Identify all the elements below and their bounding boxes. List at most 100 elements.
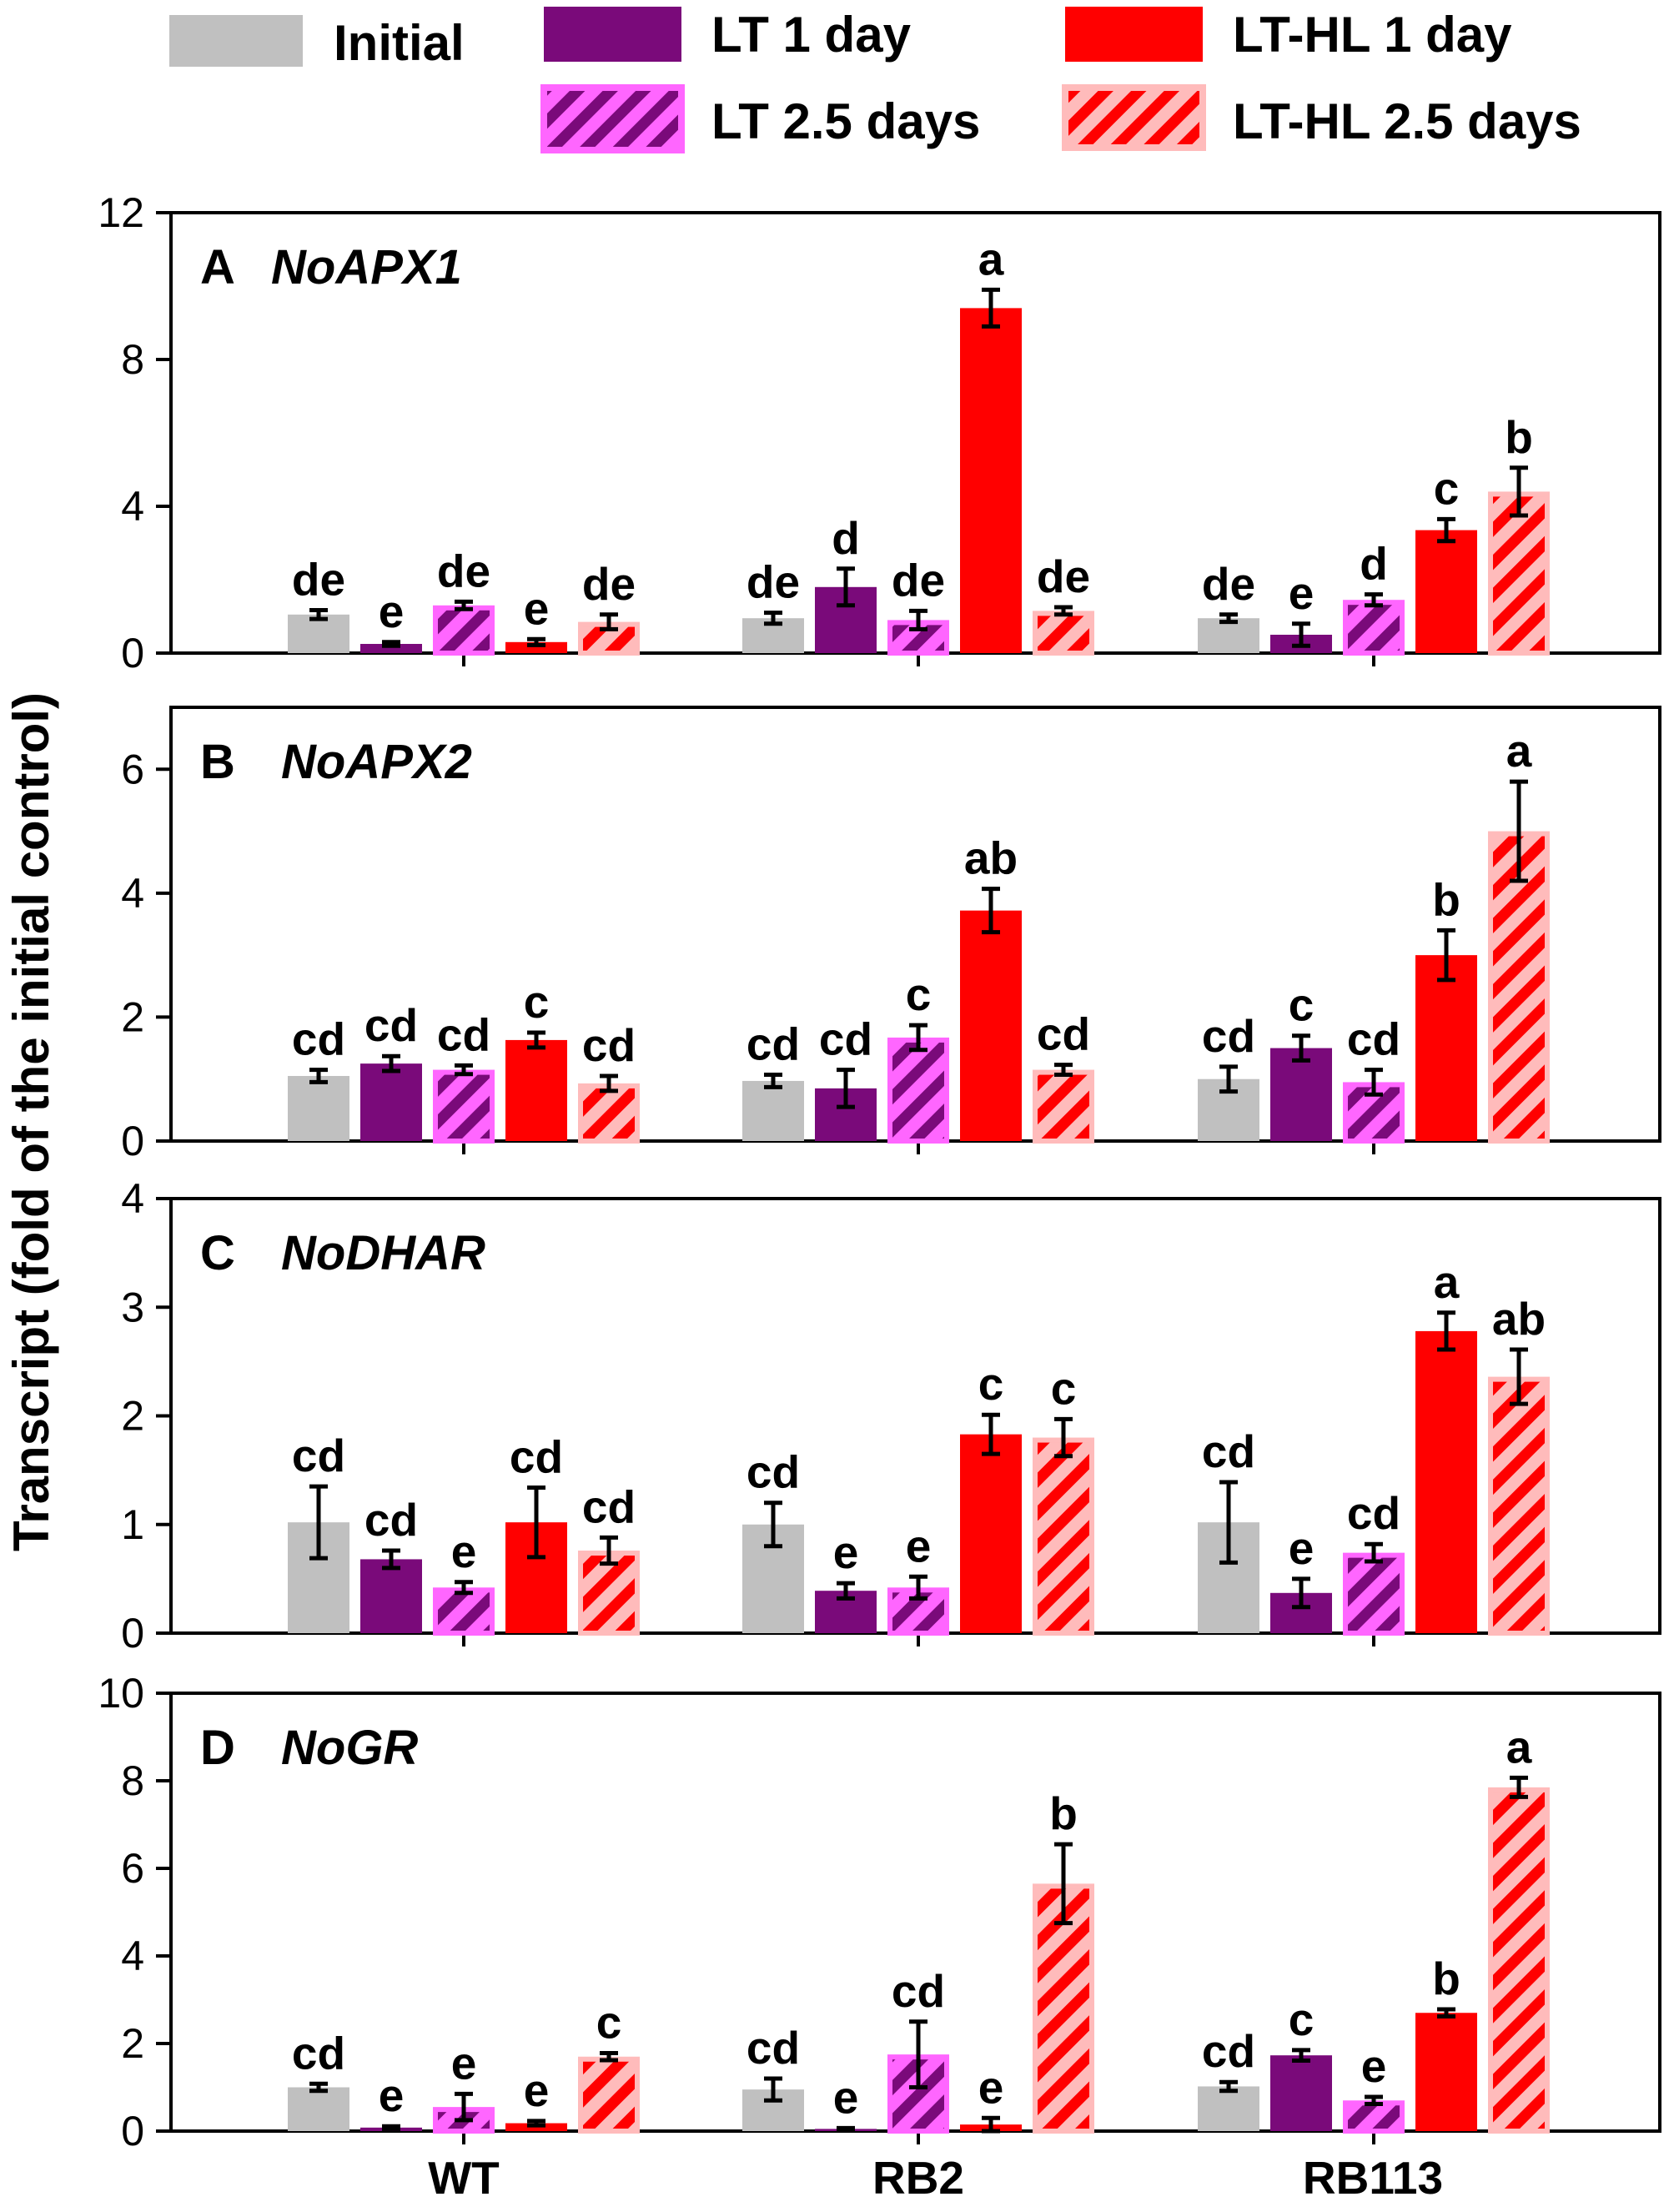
sig-label-a-wt-lt-2-5-days: de: [437, 545, 490, 596]
panel-b-letter: B: [200, 735, 235, 789]
bar-b-wt-lt-1-day: [360, 1063, 422, 1141]
errorbar-a-rb113-lt-1-day: [1292, 621, 1310, 648]
sig-label-c-rb113-lt-hl-2-5-days: ab: [1492, 1293, 1546, 1345]
sig-label-b-wt-lt-1-day: cd: [364, 999, 418, 1051]
bar-b-rb2-lt-2-5-days: [887, 1037, 949, 1144]
errorbar-d-wt-lt-hl-2-5-days: [600, 2051, 618, 2063]
sig-label-a-rb2-initial: de: [747, 556, 800, 608]
sig-label-b-rb113-lt-1-day: c: [1289, 979, 1315, 1031]
panel-c-letter: C: [200, 1226, 235, 1280]
panel-d-gene: NoGR: [281, 1721, 418, 1775]
bar-c-rb113-lt-2-5-days: [1343, 1552, 1405, 1636]
errorbar-a-wt-lt-1-day: [382, 640, 400, 648]
errorbar-d-wt-lt-1-day: [382, 2124, 400, 2131]
sig-label-a-rb2-lt-1-day: d: [832, 512, 860, 564]
panel-c-ytick-label-2: 2: [121, 1393, 144, 1440]
errorbar-c-rb2-lt-2-5-days: [909, 1574, 927, 1601]
errorbar-d-rb2-lt-hl-2-5-days: [1054, 1842, 1073, 1926]
sig-label-a-wt-lt-1-day: e: [379, 586, 405, 637]
panel-d-ytick-label-4: 4: [121, 1933, 144, 1979]
sig-label-b-wt-lt-2-5-days: cd: [437, 1008, 490, 1060]
legend-swatch-lt-1-day: [544, 7, 681, 62]
sig-label-b-rb113-initial: cd: [1202, 1010, 1255, 1062]
sig-label-d-rb113-lt-hl-1-day: b: [1432, 1953, 1460, 2004]
bar-b-rb113-lt-1-day: [1270, 1048, 1332, 1141]
panel-d-ytick-label-0: 0: [121, 2108, 144, 2154]
bar-b-rb2-lt-hl-2-5-days: [1033, 1069, 1094, 1144]
panel-b-ytick-label-2: 2: [121, 993, 144, 1040]
panel-d-ytick-label-6: 6: [121, 1845, 144, 1892]
category-label-rb113: RB113: [1303, 2152, 1443, 2204]
sig-label-a-wt-lt-hl-1-day: e: [524, 582, 550, 634]
x-axis-categories: WT RB2 RB113: [428, 2152, 1443, 2204]
errorbar-b-wt-lt-2-5-days: [455, 1063, 473, 1077]
legend-entry-lt-1-day: LT 1 day: [544, 7, 912, 63]
sig-label-a-rb2-lt-2-5-days: de: [892, 554, 945, 606]
sig-label-c-rb2-lt-2-5-days: e: [906, 1520, 932, 1571]
panel-b-gene: NoAPX2: [281, 735, 472, 789]
sig-label-c-rb113-initial: cd: [1202, 1425, 1255, 1477]
sig-label-a-rb113-lt-hl-1-day: c: [1434, 462, 1460, 514]
sig-label-c-wt-lt-2-5-days: e: [451, 1526, 477, 1577]
sig-label-d-rb113-lt-1-day: c: [1289, 1993, 1315, 2045]
bar-a-wt-lt-1-day: [360, 644, 422, 653]
errorbar-d-wt-lt-hl-1-day: [527, 2119, 545, 2128]
panel-a-ytick-label-8: 8: [121, 336, 144, 383]
bar-d-rb113-lt-hl-2-5-days: [1488, 1787, 1550, 2134]
sig-label-d-wt-lt-hl-2-5-days: c: [596, 1997, 622, 2049]
legend: Initial LT 1 day LT-HL 1 day LT 2.5 days…: [169, 7, 1581, 153]
legend-swatch-initial: [169, 15, 303, 67]
bar-c-rb113-lt-hl-1-day: [1415, 1330, 1477, 1633]
panel-a-ytick-label-0: 0: [121, 630, 144, 676]
bar-a-rb2-lt-hl-1-day: [960, 308, 1022, 653]
errorbar-d-rb2-lt-hl-1-day: [982, 2115, 1000, 2134]
errorbar-c-rb113-initial: [1219, 1480, 1238, 1565]
legend-entry-initial: Initial: [169, 15, 465, 71]
bar-a-rb113-lt-hl-1-day: [1415, 530, 1477, 653]
errorbar-a-rb2-lt-hl-1-day: [982, 287, 1000, 329]
errorbar-a-rb2-lt-1-day: [837, 566, 855, 608]
errorbar-b-rb2-lt-1-day: [837, 1068, 855, 1109]
legend-label-initial: Initial: [334, 15, 465, 71]
panel-d-ytick-label-2: 2: [121, 2020, 144, 2067]
errorbar-b-wt-lt-hl-2-5-days: [600, 1073, 618, 1093]
errorbar-c-rb2-initial: [764, 1501, 782, 1549]
bar-b-wt-lt-2-5-days: [433, 1069, 495, 1144]
errorbar-a-rb113-lt-hl-2-5-days: [1510, 465, 1528, 518]
legend-entry-lt-2-5-days: LT 2.5 days: [540, 84, 980, 153]
errorbar-d-rb113-lt-2-5-days: [1365, 2094, 1383, 2106]
sig-label-c-wt-lt-hl-1-day: cd: [510, 1430, 563, 1482]
errorbar-b-wt-lt-1-day: [382, 1053, 400, 1073]
panel-c-ytick-label-0: 0: [121, 1610, 144, 1656]
bar-a-wt-lt-2-5-days: [433, 605, 495, 656]
legend-label-lt-1-day: LT 1 day: [711, 7, 912, 63]
legend-label-lt-hl-1-day: LT-HL 1 day: [1233, 7, 1512, 63]
errorbar-b-rb2-lt-2-5-days: [909, 1023, 927, 1053]
errorbar-d-rb2-initial: [764, 2076, 782, 2103]
panel-b-ytick-label-6: 6: [121, 746, 144, 792]
errorbar-a-rb2-lt-hl-2-5-days: [1054, 605, 1073, 617]
bar-b-wt-initial: [288, 1076, 349, 1141]
sig-label-a-rb113-lt-hl-2-5-days: b: [1505, 411, 1533, 463]
sig-label-b-wt-lt-hl-1-day: c: [524, 976, 550, 1028]
errorbar-c-wt-lt-1-day: [382, 1548, 400, 1571]
sig-label-c-rb113-lt-2-5-days: cd: [1347, 1487, 1400, 1539]
bar-b-wt-lt-hl-1-day: [505, 1039, 567, 1141]
errorbar-a-wt-initial: [309, 608, 328, 621]
sig-label-d-rb113-initial: cd: [1202, 2025, 1255, 2077]
bar-d-wt-lt-hl-2-5-days: [578, 2056, 640, 2134]
sig-label-c-wt-lt-1-day: cd: [364, 1494, 418, 1546]
sig-label-d-rb2-initial: cd: [747, 2022, 800, 2074]
errorbar-c-rb113-lt-1-day: [1292, 1576, 1310, 1610]
sig-label-d-wt-lt-1-day: e: [379, 2069, 405, 2121]
sig-label-a-rb113-lt-2-5-days: d: [1360, 538, 1388, 590]
bar-b-rb2-lt-hl-1-day: [960, 910, 1022, 1141]
legend-label-lt-2-5-days: LT 2.5 days: [711, 93, 980, 149]
errorbar-c-rb2-lt-1-day: [837, 1581, 855, 1601]
legend-swatch-lt-2-5-days: [540, 84, 685, 153]
sig-label-d-rb113-lt-hl-2-5-days: a: [1506, 1721, 1532, 1772]
bar-d-rb113-lt-hl-1-day: [1415, 2013, 1477, 2131]
sig-label-a-rb113-initial: de: [1202, 558, 1255, 610]
